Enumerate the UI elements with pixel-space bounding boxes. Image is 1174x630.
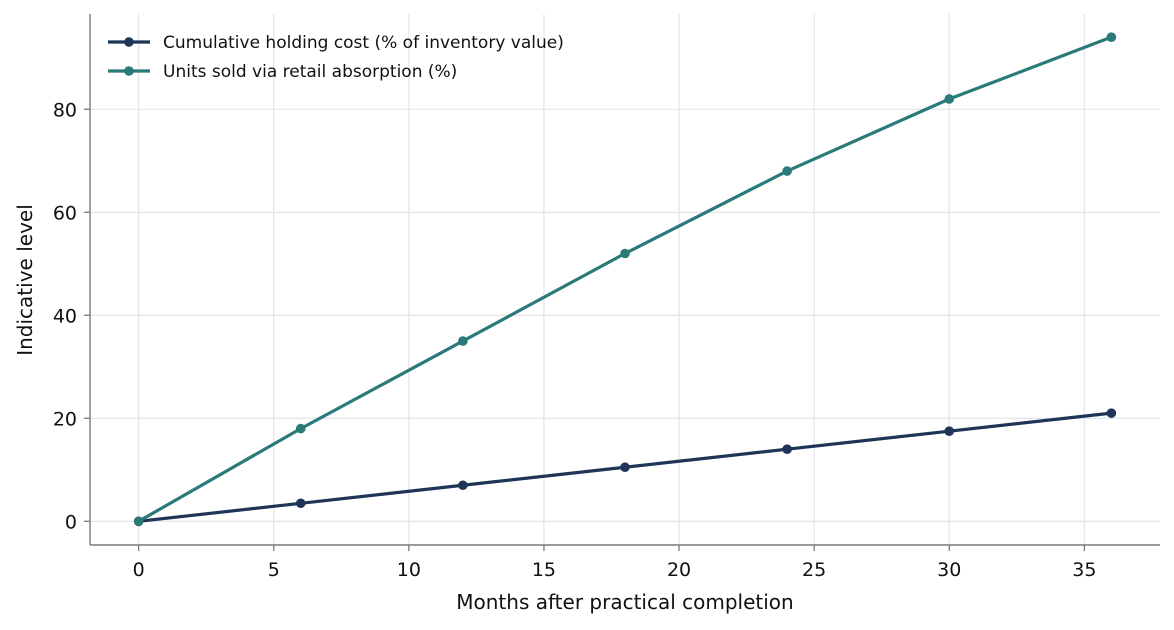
x-tick-label: 25 <box>802 559 826 581</box>
y-tick-label: 80 <box>53 99 77 121</box>
legend: Cumulative holding cost (% of inventory … <box>108 33 564 82</box>
data-point <box>295 498 306 509</box>
data-point <box>782 166 792 176</box>
data-point <box>782 444 792 455</box>
data-point <box>295 423 306 434</box>
x-tick-label: 30 <box>937 559 961 581</box>
data-point <box>620 462 630 473</box>
x-tick-label: 10 <box>397 559 421 581</box>
y-tick-label: 40 <box>53 305 77 327</box>
data-point <box>944 426 955 436</box>
x-tick-label: 5 <box>268 559 280 581</box>
y-tick-label: 20 <box>53 408 77 430</box>
legend-swatch-marker <box>124 66 134 76</box>
x-tick-label: 15 <box>532 559 556 581</box>
data-point <box>944 94 955 104</box>
x-axis-label: Months after practical completion <box>456 590 793 614</box>
legend-swatch-marker <box>124 37 134 47</box>
x-tick-label: 20 <box>667 559 691 581</box>
legend-label: Cumulative holding cost (% of inventory … <box>163 33 564 53</box>
data-point <box>1106 408 1117 418</box>
y-tick-label: 60 <box>53 202 77 224</box>
data-point <box>458 336 468 346</box>
data-point <box>1106 32 1117 42</box>
x-tick-label: 35 <box>1072 559 1096 581</box>
grid <box>90 14 1160 545</box>
data-point <box>133 516 144 527</box>
data-point <box>458 480 468 491</box>
data-point <box>620 248 630 259</box>
ticks: 0 5 10 15 20 25 30 35 0 20 40 60 80 <box>53 99 1097 581</box>
axes <box>89 14 1160 546</box>
y-tick-label: 0 <box>65 511 77 533</box>
y-axis-label: Indicative level <box>13 204 37 356</box>
x-tick-label: 0 <box>133 559 145 581</box>
legend-label: Units sold via retail absorption (%) <box>163 62 457 82</box>
series-layer <box>133 32 1117 527</box>
